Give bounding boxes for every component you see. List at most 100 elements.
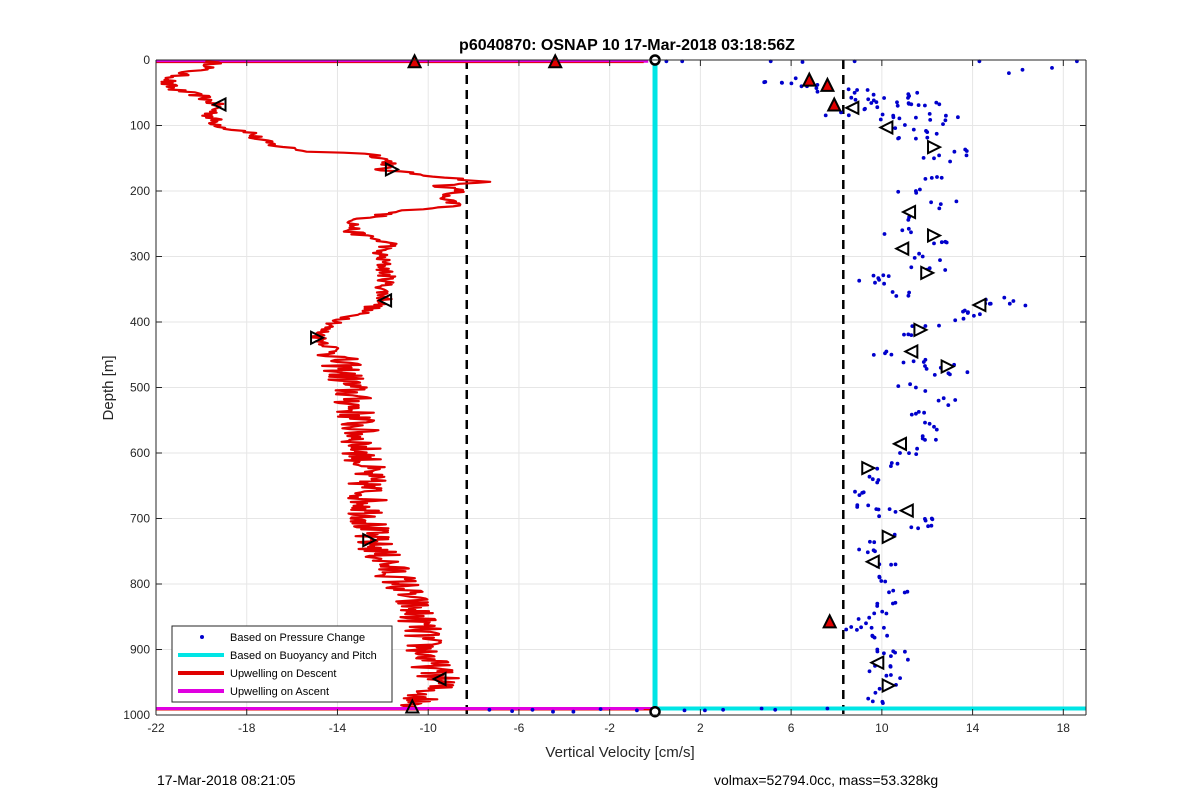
- pressure-change-point: [867, 615, 872, 620]
- red-triangle-marker: [547, 53, 563, 69]
- pressure-change-point: [877, 574, 882, 579]
- pressure-change-point: [927, 266, 932, 271]
- pressure-change-point: [909, 230, 913, 235]
- pressure-change-point: [876, 478, 881, 482]
- pressure-direction-marker: [913, 322, 929, 338]
- pressure-change-point: [881, 273, 886, 278]
- pressure-change-point: [944, 113, 948, 118]
- pressure-change-point: [882, 651, 886, 656]
- pressure-change-point: [937, 323, 941, 328]
- reference-lines: [465, 60, 845, 715]
- pressure-direction-marker: [861, 460, 877, 476]
- profile-markers: [211, 53, 987, 718]
- pressure-change-point: [954, 199, 959, 204]
- x-tick-label: -2: [604, 721, 615, 735]
- pressure-change-point: [965, 311, 970, 315]
- x-tick-label: 2: [697, 721, 704, 735]
- y-tick-label: 100: [130, 119, 150, 133]
- legend-label: Based on Pressure Change: [230, 632, 365, 644]
- pressure-change-point: [871, 353, 876, 357]
- pressure-change-point: [924, 129, 928, 133]
- pressure-change-point: [918, 187, 922, 192]
- red-triangle-marker: [822, 613, 838, 629]
- pressure-change-point: [1007, 301, 1012, 306]
- pressure-change-point: [875, 105, 880, 110]
- pressure-change-point: [846, 113, 851, 118]
- pressure-change-point: [885, 633, 889, 638]
- pressure-change-point: [853, 97, 858, 102]
- pressure-change-point: [889, 673, 893, 677]
- pressure-change-point: [944, 240, 949, 245]
- pressure-change-point: [891, 588, 896, 593]
- pressure-change-point: [882, 281, 886, 286]
- pressure-direction-marker: [878, 119, 894, 136]
- pressure-change-point: [793, 76, 798, 81]
- y-tick-label: 900: [130, 643, 150, 657]
- pressure-change-point: [859, 625, 863, 630]
- pressure-change-point: [923, 420, 927, 425]
- pressure-change-point: [763, 80, 768, 84]
- pressure-change-point: [889, 654, 893, 658]
- pressure-change-point: [880, 699, 885, 704]
- pressure-change-point: [923, 357, 928, 362]
- pressure-change-point: [869, 625, 874, 630]
- pressure-change-point: [953, 318, 958, 323]
- pressure-change-point: [815, 89, 820, 94]
- pressure-change-point: [906, 226, 911, 231]
- pressure-change-point: [863, 106, 867, 111]
- pressure-direction-marker: [881, 529, 897, 545]
- pressure-change-point: [510, 709, 514, 713]
- x-tick-label: -18: [238, 721, 256, 735]
- pressure-change-point: [946, 403, 951, 407]
- pressure-change-point: [855, 88, 859, 92]
- pressure-change-point: [759, 706, 764, 711]
- pressure-change-point: [907, 102, 911, 106]
- pressure-change-point: [825, 706, 830, 711]
- pressure-direction-marker: [898, 503, 914, 519]
- pressure-change-point: [883, 351, 887, 356]
- pressure-change-point: [906, 657, 910, 662]
- pressure-change-point: [879, 579, 884, 583]
- red-triangle-marker: [826, 96, 842, 112]
- pressure-change-point: [889, 352, 894, 357]
- pressure-change-point: [856, 617, 861, 621]
- x-tick-label: -22: [147, 721, 165, 735]
- pressure-change-point: [800, 60, 805, 64]
- pressure-change-point: [915, 90, 920, 95]
- pressure-change-point: [880, 112, 885, 117]
- legend-label: Upwelling on Ascent: [230, 686, 329, 698]
- descent-direction-marker: [211, 96, 227, 113]
- pressure-change-point: [915, 446, 919, 451]
- pressure-change-point: [860, 491, 865, 495]
- pressure-change-point: [867, 474, 872, 479]
- pressure-change-point: [934, 100, 939, 105]
- pressure-change-point: [909, 412, 914, 417]
- pressure-change-point: [901, 360, 906, 365]
- pressure-change-point: [875, 604, 880, 608]
- pressure-change-point: [943, 118, 948, 123]
- pressure-change-point: [866, 97, 871, 102]
- pressure-change-point: [906, 332, 911, 337]
- pressure-direction-marker: [940, 358, 956, 375]
- pressure-change-point: [894, 294, 899, 298]
- pressure-change-point: [882, 625, 886, 630]
- pressure-change-point: [1050, 66, 1054, 70]
- pressure-change-point: [923, 324, 928, 328]
- pressure-change-point: [889, 562, 893, 567]
- pressure-change-point: [907, 290, 911, 295]
- pressure-direction-marker: [920, 265, 936, 281]
- pressure-change-point: [934, 437, 938, 442]
- pressure-change-point: [923, 518, 928, 523]
- pressure-change-point: [893, 510, 898, 514]
- pressure-change-point: [880, 609, 885, 614]
- pressure-change-point: [895, 100, 899, 105]
- pressure-change-point: [927, 112, 932, 116]
- pressure-change-point: [877, 686, 882, 691]
- x-tick-label: 10: [875, 721, 889, 735]
- pressure-change-point: [897, 116, 902, 121]
- pressure-change-point: [898, 676, 902, 680]
- pressure-change-point: [923, 389, 928, 393]
- pressure-change-point: [789, 81, 794, 86]
- pressure-change-point: [1002, 295, 1007, 300]
